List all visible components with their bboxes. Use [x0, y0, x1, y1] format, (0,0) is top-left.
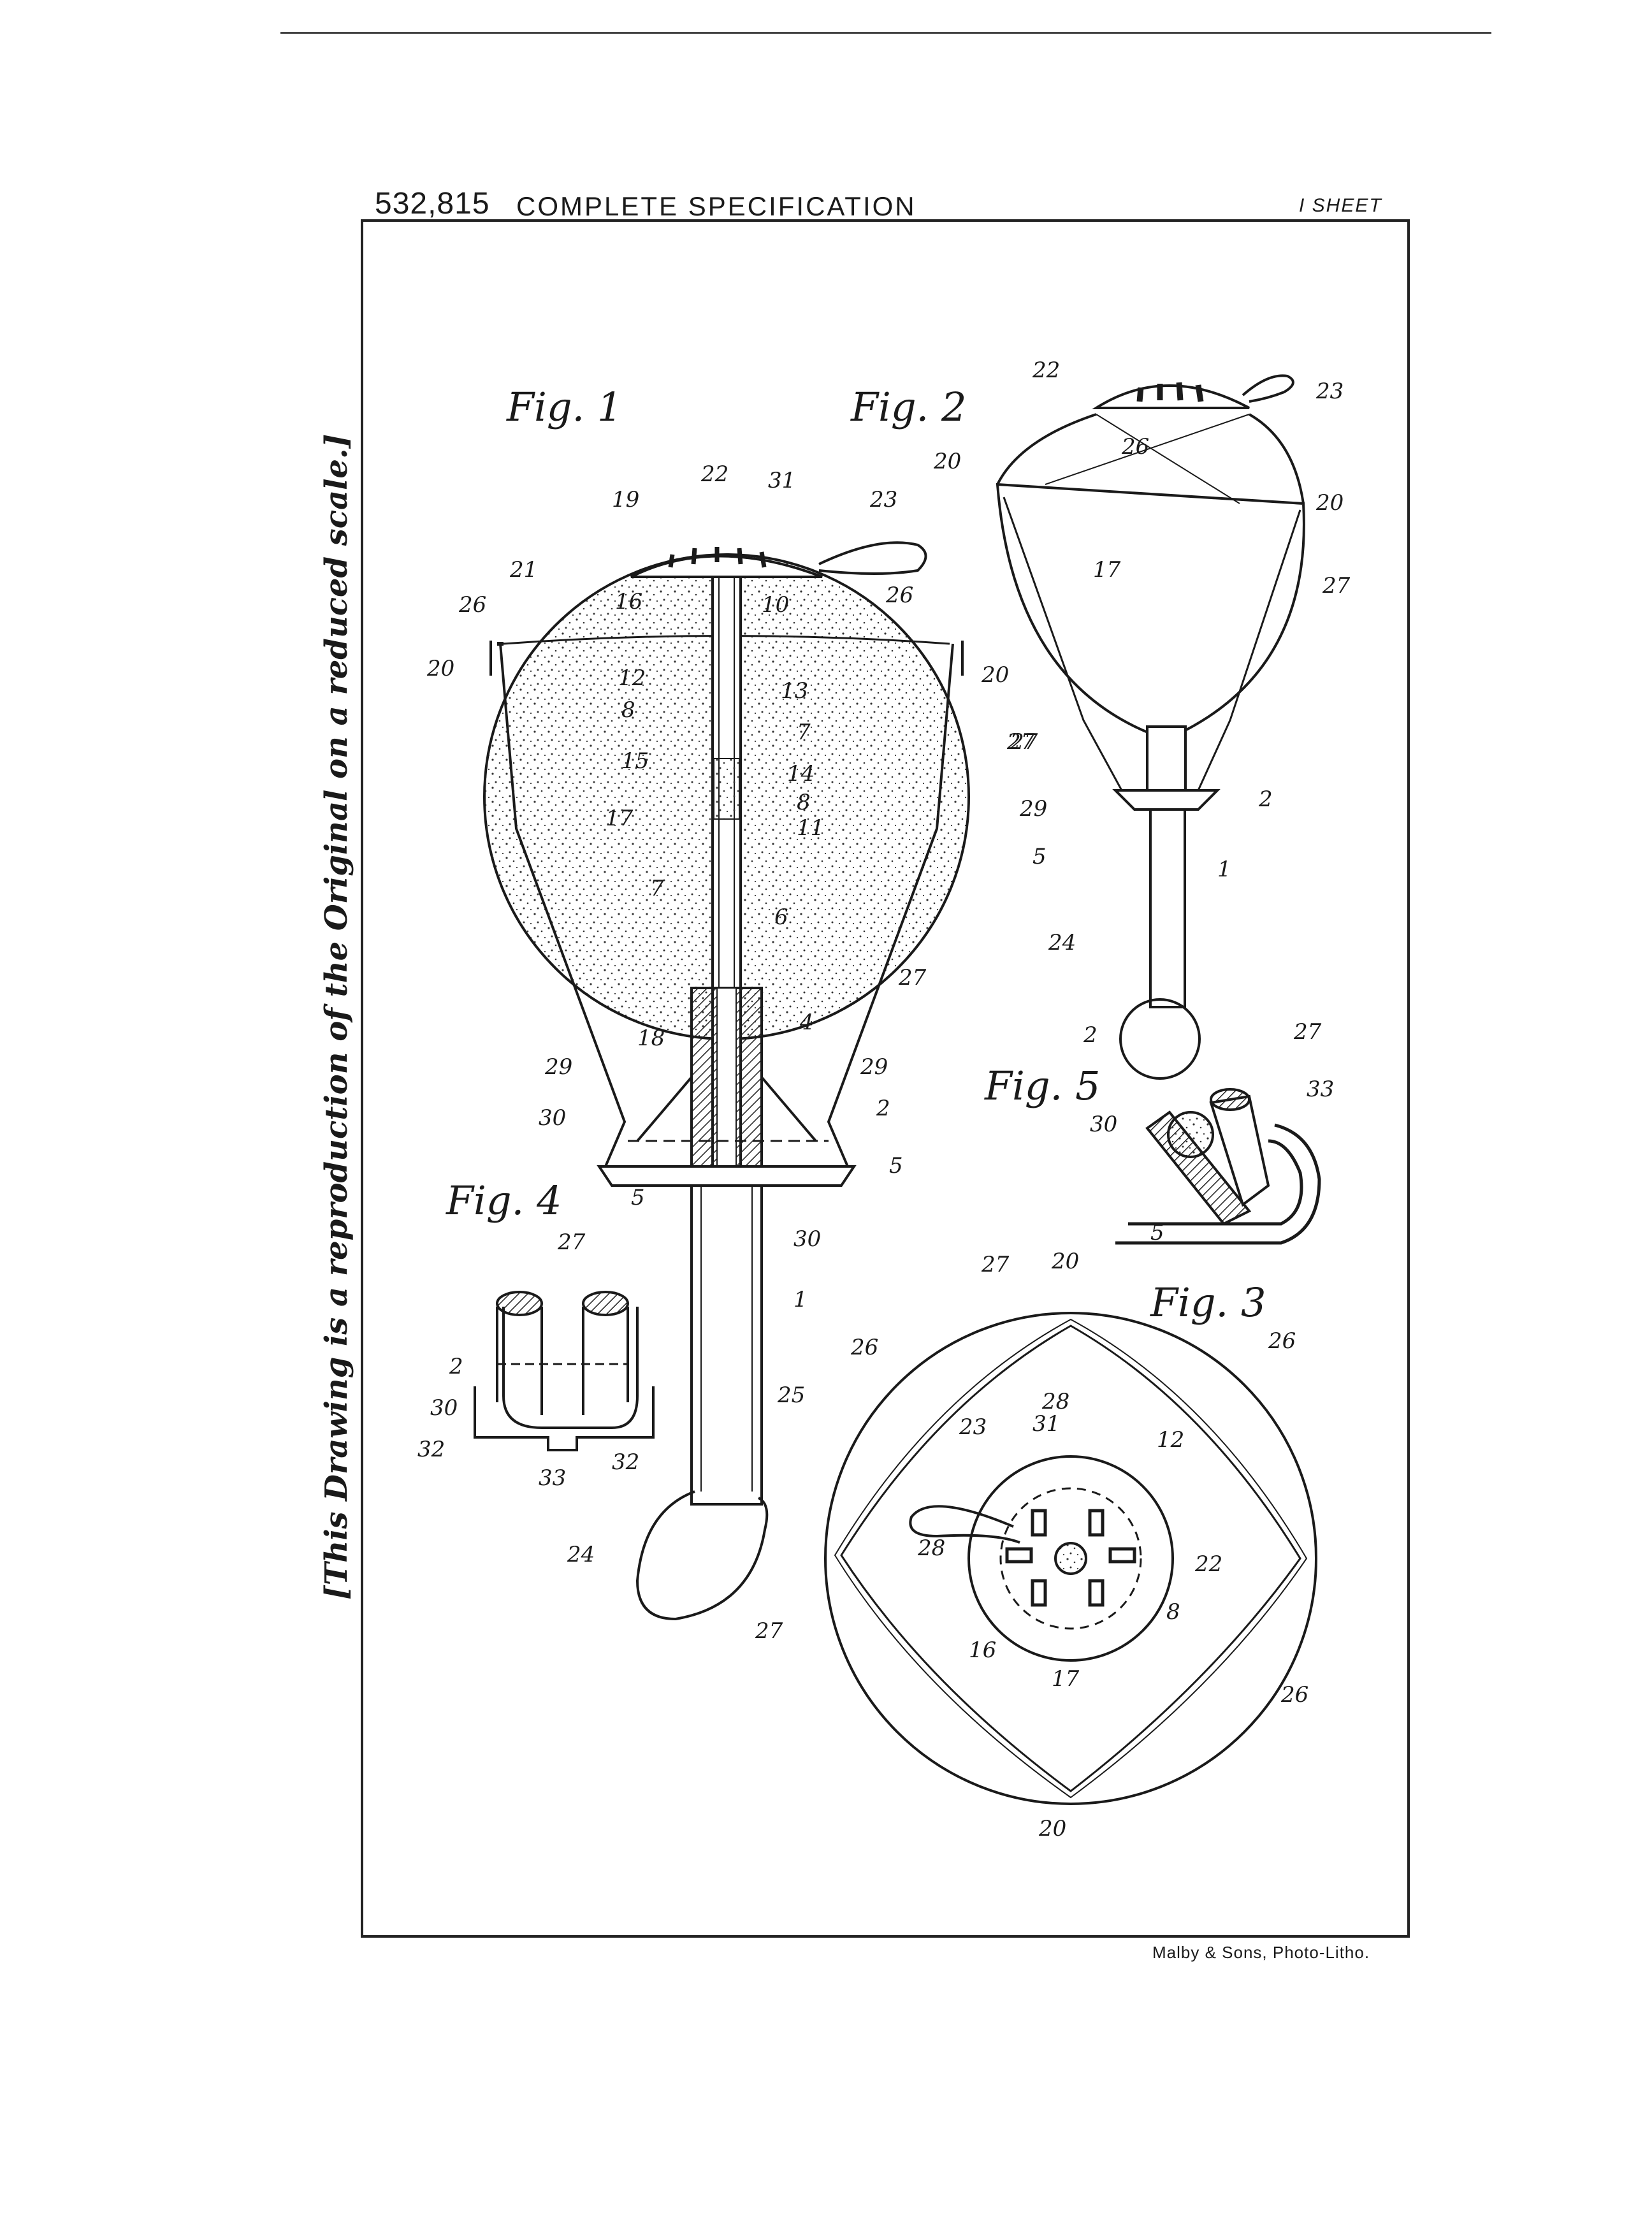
ref-23: 23	[1315, 379, 1344, 404]
ref-2: 2	[1258, 787, 1273, 812]
ref-25: 25	[777, 1383, 805, 1408]
fig5-label: Fig. 5	[984, 1063, 1100, 1109]
figure-4	[475, 1292, 653, 1450]
ref-33: 33	[1307, 1077, 1334, 1102]
ref-19: 19	[612, 487, 639, 512]
fig2-label: Fig. 2	[850, 384, 966, 430]
ref-2: 2	[449, 1354, 463, 1379]
ref-27: 27	[981, 1252, 1010, 1277]
ref-16: 16	[615, 589, 642, 614]
ref-21: 21	[509, 557, 537, 583]
fig1-label: Fig. 1	[506, 384, 622, 430]
ref-12: 12	[618, 665, 646, 691]
ref-15: 15	[621, 748, 649, 774]
ref-5: 5	[1150, 1220, 1164, 1245]
ref-23: 23	[869, 487, 897, 512]
ref-16: 16	[969, 1637, 996, 1663]
ref-29: 29	[544, 1054, 572, 1080]
ref-6: 6	[774, 904, 788, 930]
ref-4: 4	[799, 1010, 814, 1035]
ref-20: 20	[1051, 1249, 1079, 1274]
ref-26: 26	[458, 592, 486, 618]
hand-loop	[1120, 999, 1199, 1078]
float-bowl	[997, 484, 1304, 739]
ref-2: 2	[1083, 1022, 1098, 1048]
ref-28: 28	[917, 1535, 945, 1561]
ref-1: 1	[793, 1287, 808, 1312]
ref-29: 29	[860, 1054, 888, 1080]
ref-24: 24	[567, 1542, 595, 1567]
ref-28: 28	[1041, 1389, 1069, 1414]
ref-5: 5	[889, 1153, 903, 1179]
handle-shaft	[692, 1173, 762, 1504]
ref-22: 22	[1032, 358, 1060, 383]
ref-20: 20	[981, 662, 1009, 688]
ref-23: 23	[959, 1414, 987, 1440]
ref-7: 7	[650, 876, 664, 901]
ref-5: 5	[1032, 844, 1047, 869]
ref-27: 27	[557, 1230, 586, 1255]
ref-26: 26	[850, 1335, 878, 1360]
stem-collar	[1147, 727, 1185, 797]
ref-27: 27	[1293, 1019, 1322, 1045]
ref-7: 7	[797, 720, 811, 745]
fig4-label: Fig. 4	[446, 1177, 562, 1224]
cradle	[599, 1166, 854, 1186]
ref-12: 12	[1157, 1427, 1184, 1453]
ref-22: 22	[700, 461, 728, 487]
ref-27: 27	[1010, 729, 1038, 755]
figure-5	[1115, 1089, 1319, 1243]
figure-2	[997, 375, 1304, 1078]
figure-1	[484, 542, 969, 1619]
ref-11: 11	[797, 815, 824, 841]
ref-22: 22	[1194, 1551, 1222, 1577]
cap	[631, 556, 822, 577]
ref-24: 24	[1048, 930, 1076, 955]
fig3-label: Fig. 3	[1150, 1279, 1266, 1326]
ref-17: 17	[1093, 557, 1121, 583]
ref-5: 5	[631, 1185, 645, 1210]
ref-27: 27	[755, 1618, 783, 1644]
ref-8: 8	[797, 790, 811, 815]
ref-30: 30	[430, 1395, 458, 1421]
ref-20: 20	[1038, 1816, 1066, 1841]
ref-32: 32	[417, 1437, 445, 1462]
ref-18: 18	[637, 1026, 665, 1051]
handle-loop	[1243, 375, 1293, 402]
ref-20: 20	[933, 449, 961, 474]
ref-31: 31	[768, 468, 795, 493]
ref-2: 2	[876, 1096, 890, 1121]
ref-14: 14	[787, 761, 815, 787]
cap	[1096, 386, 1249, 408]
figure-3	[825, 1313, 1316, 1804]
ref-8: 8	[1166, 1599, 1180, 1625]
ref-33: 33	[539, 1465, 566, 1491]
ref-32: 32	[612, 1449, 639, 1475]
ref-26: 26	[1121, 434, 1149, 460]
ref-30: 30	[1090, 1112, 1117, 1137]
ref-26: 26	[885, 583, 913, 608]
handle-shaft	[1150, 809, 1185, 1007]
ref-1: 1	[1217, 857, 1231, 882]
ref-8: 8	[621, 697, 635, 723]
ref-17: 17	[1052, 1666, 1080, 1692]
ref-20: 20	[1315, 490, 1344, 516]
ref-29: 29	[1019, 796, 1047, 822]
ref-20: 20	[426, 656, 454, 681]
hand-loop	[637, 1492, 767, 1619]
ref-26: 26	[1268, 1328, 1296, 1354]
ref-31: 31	[1032, 1411, 1060, 1437]
ref-17: 17	[605, 806, 634, 831]
ref-30: 30	[539, 1105, 566, 1131]
ref-26: 26	[1280, 1682, 1308, 1708]
ref-10: 10	[762, 592, 789, 618]
ref-30: 30	[793, 1226, 821, 1252]
handle-loop	[819, 542, 926, 574]
ref-27: 27	[898, 965, 927, 991]
ref-13: 13	[781, 678, 808, 704]
ref-27: 27	[1322, 573, 1351, 599]
